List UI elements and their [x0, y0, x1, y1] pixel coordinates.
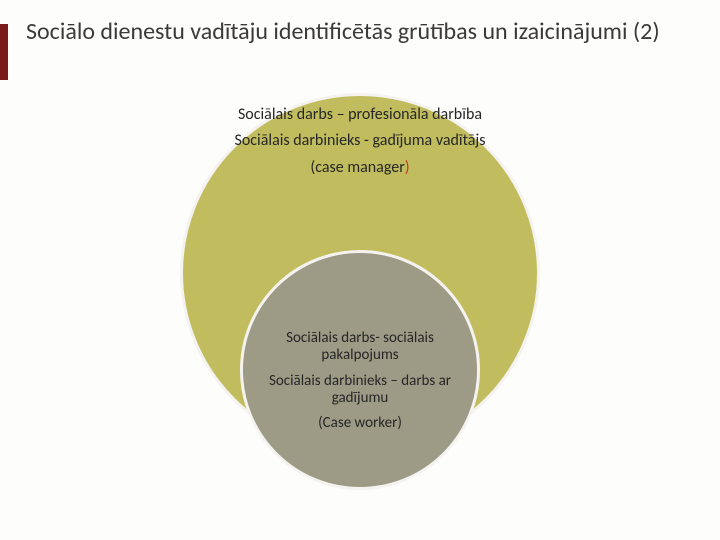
inner-line-3: (Case worker): [255, 415, 465, 432]
page-title: Sociālo dienestu vadītāju identificētās …: [26, 18, 686, 47]
red-paren-icon: ): [405, 158, 410, 177]
outer-line-1: Sociālais darbs – profesionāla darbība: [230, 106, 490, 124]
inner-line-2: Sociālais darbinieks – darbs ar gadījumu: [255, 373, 465, 408]
outer-circle-text: Sociālais darbs – profesionāla darbība S…: [230, 106, 490, 185]
inner-line-1: Sociālais darbs- sociālais pakalpojums: [255, 330, 465, 365]
slide: Sociālo dienestu vadītāju identificētās …: [0, 0, 720, 540]
outer-line-2: Sociālais darbinieks - gadījuma vadītājs: [230, 132, 490, 150]
outer-line-3: (case manager): [230, 159, 490, 177]
venn-diagram: Sociālais darbs – profesionāla darbība S…: [0, 90, 720, 540]
inner-circle-text: Sociālais darbs- sociālais pakalpojums S…: [255, 330, 465, 440]
accent-bar: [0, 24, 8, 80]
